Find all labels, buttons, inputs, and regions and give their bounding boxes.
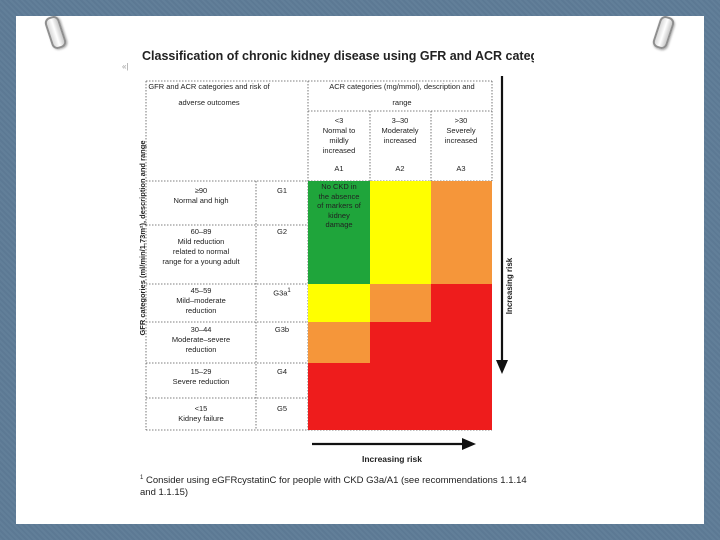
- acr-range: 3–30: [391, 116, 409, 125]
- gfr-desc: related to normal: [172, 247, 230, 256]
- gfr-code-g3b: G3b: [274, 325, 290, 334]
- gfr-desc: Mild reduction: [177, 237, 225, 246]
- risk-cell-g3b-a2: [370, 322, 431, 363]
- gfr-range: 15–29: [190, 367, 212, 376]
- gfr-range: <15: [194, 404, 208, 413]
- gfr-code-g5: G5: [276, 404, 287, 413]
- gfr-row-g4: 15–29 Severe reduction: [148, 367, 254, 387]
- risk-cell-g4-a2: [370, 363, 431, 398]
- gfr-code-text: G3a: [273, 288, 288, 298]
- acr-desc: Moderately: [381, 126, 419, 135]
- acr-header-line2: range: [392, 98, 412, 107]
- footnote-text: Consider using eGFRcystatinC for people …: [140, 475, 527, 499]
- acr-desc: Severely: [446, 126, 476, 135]
- acr-desc: Normal to: [322, 126, 356, 135]
- gfr-desc: Severe reduction: [172, 377, 230, 386]
- footnote-mark: 1: [140, 475, 144, 481]
- gfr-code-g4: G4: [276, 367, 287, 376]
- risk-cell-g5-a3: [431, 398, 492, 430]
- gfr-row-g3a: 45–59 Mild–moderate reduction: [148, 286, 254, 316]
- acr-desc: increased: [444, 136, 478, 145]
- acr-desc: mildly: [329, 136, 349, 145]
- gfr-row-g1: ≥90 Normal and high: [148, 186, 254, 206]
- acr-column-a3: >30 Severely increased: [431, 116, 491, 146]
- risk-cell-g3a-a2: [370, 284, 431, 322]
- stray-mark: «|: [122, 62, 129, 71]
- gfr-desc: reduction: [185, 345, 217, 354]
- risk-cell-g2-a2: [370, 225, 431, 284]
- green-cell-text: No CKD in the absence of markers of kidn…: [308, 182, 370, 230]
- increasing-risk-vertical-label: Increasing risk: [505, 257, 514, 315]
- green-cell-line: the absence: [318, 191, 360, 201]
- left-header-line2: adverse outcomes: [178, 98, 240, 107]
- acr-code-a3: A3: [456, 164, 466, 173]
- gfr-row-g2: 60–89 Mild reduction related to normal r…: [148, 227, 254, 267]
- gfr-row-g3b: 30–44 Moderate–severe reduction: [148, 325, 254, 355]
- gfr-row-g5: <15 Kidney failure: [148, 404, 254, 424]
- acr-desc: increased: [322, 146, 356, 155]
- gfr-code-g2: G2: [276, 227, 287, 236]
- risk-cell-g5-a2: [370, 398, 431, 430]
- ckd-classification-figure: Classification of chronic kidney disease…: [116, 40, 534, 500]
- acr-header-line1: ACR categories (mg/mmol), description an…: [329, 82, 475, 91]
- gfr-code-g1: G1: [276, 186, 287, 195]
- risk-cell-g3a-a3: [431, 284, 492, 322]
- gfr-desc: Normal and high: [173, 196, 229, 205]
- risk-cell-g2-a1: [308, 225, 370, 284]
- gfr-desc: Kidney failure: [178, 414, 224, 423]
- left-header-line1: GFR and ACR categories and risk of: [148, 82, 270, 91]
- gfr-range: 60–89: [190, 227, 212, 236]
- acr-code-a2: A2: [395, 164, 405, 173]
- acr-desc: increased: [383, 136, 417, 145]
- gfr-range: ≥90: [194, 186, 208, 195]
- acr-header: ACR categories (mg/mmol), description an…: [312, 82, 492, 108]
- figure-title: Classification of chronic kidney disease…: [142, 49, 534, 63]
- risk-cell-g1-a3: [431, 181, 492, 225]
- acr-code-a1: A1: [334, 164, 344, 173]
- increasing-risk-horizontal-label: Increasing risk: [361, 454, 422, 464]
- risk-cell-g3b-a1: [308, 322, 370, 363]
- gfr-axis-label: GFR categories (ml/min/1.73m²), descript…: [138, 140, 147, 336]
- risk-cell-g5-a1: [308, 398, 370, 430]
- gfr-range: 45–59: [190, 286, 212, 295]
- green-cell-line: kidney: [328, 210, 350, 220]
- green-cell-line: No CKD in: [321, 182, 357, 191]
- risk-cell-g3b-a3: [431, 322, 492, 363]
- acr-column-a2: 3–30 Moderately increased: [370, 116, 430, 146]
- left-header: GFR and ACR categories and risk of adver…: [144, 82, 274, 108]
- gfr-desc: range for a young adult: [162, 257, 240, 266]
- gfr-desc: Mild–moderate: [176, 296, 226, 305]
- risk-cell-g1-a1: [308, 181, 370, 225]
- risk-cell-g4-a3: [431, 363, 492, 398]
- risk-cell-g2-a3: [431, 225, 492, 284]
- acr-range: >30: [454, 116, 468, 125]
- footnote-marker: 1: [287, 288, 291, 294]
- green-cell-line: of markers of: [317, 201, 361, 210]
- risk-cell-g4-a1: [308, 363, 370, 398]
- gfr-desc: reduction: [185, 306, 217, 315]
- footnote: 1 Consider using eGFRcystatinC for peopl…: [140, 472, 532, 499]
- acr-range: <3: [334, 116, 344, 125]
- gfr-range: 30–44: [190, 325, 212, 334]
- risk-cell-g1-a2: [370, 181, 431, 225]
- risk-cell-g3a-a1: [308, 284, 370, 322]
- gfr-desc: Moderate–severe: [171, 335, 231, 344]
- gfr-code-g3a: G3a1: [256, 286, 308, 299]
- green-cell-line: damage: [325, 220, 353, 229]
- acr-column-a1: <3 Normal to mildly increased: [308, 116, 370, 156]
